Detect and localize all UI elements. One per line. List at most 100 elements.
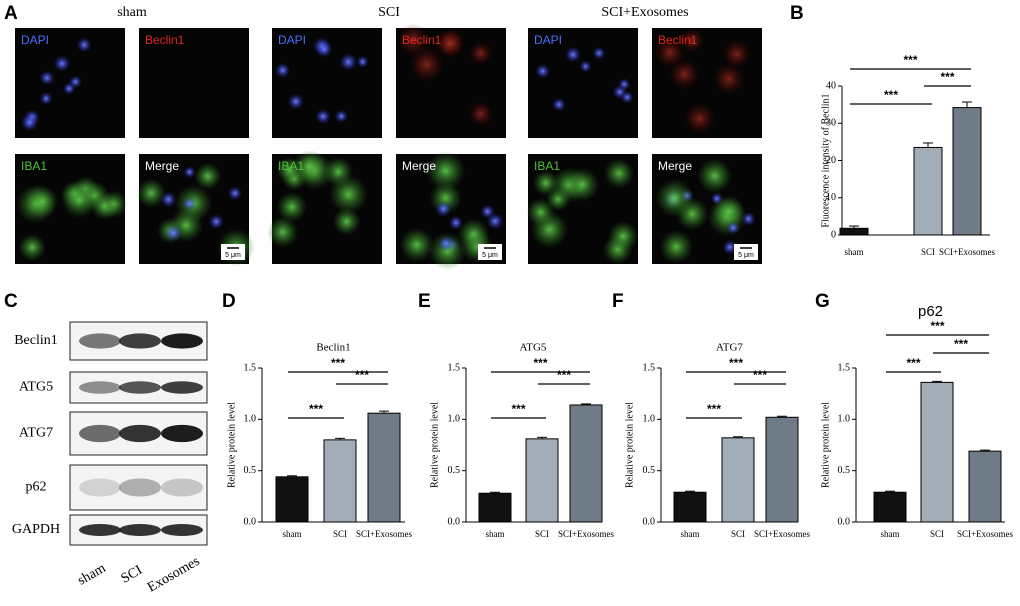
blot-row-label: Beclin1 <box>14 333 58 348</box>
cell <box>292 149 327 184</box>
cell <box>457 218 490 251</box>
significance-label: *** <box>557 368 571 382</box>
y-tick-label: 20 <box>826 155 836 166</box>
panel-letter: B <box>790 3 804 24</box>
cell <box>592 46 606 60</box>
y-tick-label: 1.5 <box>244 362 257 373</box>
significance-label: *** <box>954 337 968 351</box>
cell <box>552 97 566 112</box>
cell <box>679 27 705 53</box>
y-tick-label: 30 <box>826 118 836 129</box>
cell <box>435 200 452 217</box>
bar <box>673 491 707 523</box>
cell <box>76 37 92 53</box>
cell <box>712 62 746 96</box>
channel-label: Beclin1 <box>402 33 442 47</box>
y-tick-label: 0 <box>831 229 836 240</box>
bar <box>323 439 357 523</box>
group-title: SCI <box>378 5 400 20</box>
y-tick-label: 0.5 <box>643 465 656 476</box>
group-title: SCI+Exosomes <box>601 5 688 20</box>
y-axis-label: Fluorescence intensity of Beclin1 <box>820 93 831 227</box>
bar <box>478 492 512 523</box>
cell <box>193 162 222 191</box>
significance-label: *** <box>707 402 721 416</box>
significance-label: *** <box>331 356 345 370</box>
channel-label: IBA1 <box>278 159 304 173</box>
cell <box>526 198 555 227</box>
cell <box>160 191 177 208</box>
panel-letter: C <box>4 291 18 312</box>
blot-band <box>79 381 121 394</box>
x-tick-label: sham <box>881 529 900 539</box>
cell <box>722 239 738 255</box>
cell <box>20 113 39 132</box>
channel-label: IBA1 <box>534 159 560 173</box>
y-tick-label: 0.0 <box>643 516 656 527</box>
bar <box>721 437 755 523</box>
scale-bar-label: 5 μm <box>482 252 498 259</box>
channel-label: IBA1 <box>21 159 47 173</box>
significance-label: *** <box>906 356 920 370</box>
x-tick-label: SCI <box>535 529 549 539</box>
bar <box>913 146 943 236</box>
blot-band <box>79 424 121 443</box>
y-axis-label: Relative protein level <box>226 402 237 488</box>
blot-band <box>119 524 161 536</box>
blot-lane-label: SCI <box>119 563 146 587</box>
y-tick-label: 1.0 <box>244 414 257 425</box>
cell <box>53 55 71 72</box>
cell <box>208 213 224 230</box>
channel-label: Merge <box>145 159 179 173</box>
blot-band <box>79 478 121 497</box>
cell <box>612 84 627 100</box>
y-tick-label: 1.5 <box>643 362 656 373</box>
y-tick-label: 1.5 <box>448 362 461 373</box>
x-tick-label: SCI+Exosomes <box>558 529 615 539</box>
scale-bar-label: 5 μm <box>225 252 241 259</box>
cell <box>437 235 455 252</box>
x-tick-label: sham <box>845 247 864 257</box>
blot-band <box>161 524 203 536</box>
blot-band <box>119 478 161 497</box>
significance-label: *** <box>533 356 547 370</box>
chart-title: ATG7 <box>716 342 743 354</box>
cell <box>267 216 299 248</box>
significance-label: *** <box>309 402 323 416</box>
cell <box>276 191 308 223</box>
y-tick-label: 0.0 <box>838 516 851 527</box>
bar <box>873 491 907 523</box>
cell <box>68 75 82 89</box>
cell <box>339 53 358 71</box>
x-tick-label: SCI <box>930 529 944 539</box>
panel-letter: G <box>815 291 830 312</box>
y-axis-label: Relative protein level <box>820 402 831 488</box>
channel-label: DAPI <box>534 33 562 47</box>
cell <box>399 227 435 263</box>
cell <box>183 165 196 179</box>
cell <box>741 211 756 226</box>
x-tick-label: SCI <box>731 529 745 539</box>
cell <box>607 220 639 252</box>
group-title: sham <box>117 5 147 20</box>
y-tick-label: 1.5 <box>838 362 851 373</box>
bar <box>952 107 982 236</box>
bar <box>367 412 401 523</box>
channel-label: Merge <box>658 159 692 173</box>
cell <box>467 100 494 128</box>
blot-band <box>161 381 203 394</box>
significance-label: *** <box>884 88 898 102</box>
cell <box>164 224 182 242</box>
cell <box>315 108 331 125</box>
panel-letter: D <box>222 291 236 312</box>
cell <box>18 233 47 262</box>
cell <box>603 158 635 189</box>
x-tick-label: SCI+Exosomes <box>754 529 811 539</box>
significance-label: *** <box>940 70 954 84</box>
blot-band <box>119 381 161 394</box>
cell <box>227 185 243 201</box>
cell <box>136 178 167 208</box>
chart-title: ATG5 <box>520 342 547 354</box>
blot-band <box>119 333 161 349</box>
